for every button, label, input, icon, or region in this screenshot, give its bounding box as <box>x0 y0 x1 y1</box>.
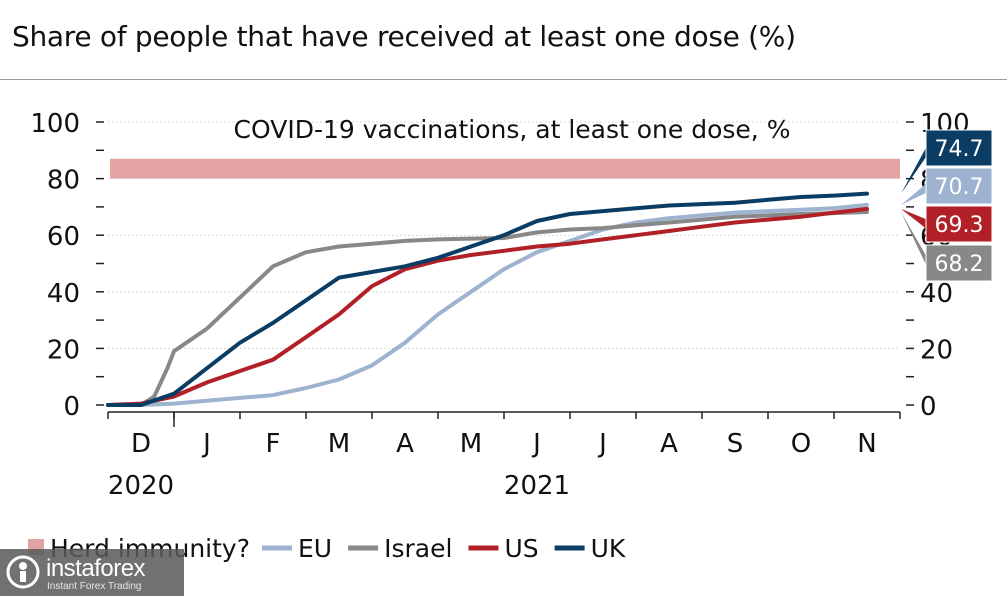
chart-title: COVID-19 vaccinations, at least one dose… <box>234 115 791 144</box>
x-month-label: J <box>597 429 607 459</box>
series-line-eu <box>106 202 869 407</box>
end-label-box-eu <box>925 167 993 205</box>
y-tick-label-right: 20 <box>920 335 953 365</box>
x-month-label: F <box>266 429 281 459</box>
legend-label-eu: EU <box>298 534 332 563</box>
x-month-label: N <box>857 429 876 459</box>
x-month-label: A <box>660 429 678 459</box>
watermark-name: instaforex <box>46 555 146 582</box>
instaforex-logo-icon <box>6 555 40 589</box>
end-label-pointer <box>901 212 928 269</box>
x-month-label: A <box>396 429 414 459</box>
legend-label-us: US <box>504 534 538 563</box>
end-label-box-uk <box>925 129 993 167</box>
end-label-eu: 70.7 <box>935 175 984 200</box>
x-month-label: D <box>131 429 151 459</box>
x-month-label: J <box>531 429 541 459</box>
end-label-pointer <box>901 208 928 230</box>
y-tick-label-left: 60 <box>47 222 80 252</box>
y-tick-label-left: 0 <box>63 392 80 422</box>
series-line-israel <box>106 210 869 407</box>
end-label-uk: 74.7 <box>935 137 984 162</box>
chart-header: Share of people that have received at le… <box>0 0 1007 80</box>
end-label-pointer <box>901 182 928 205</box>
end-label-israel: 68.2 <box>935 252 984 277</box>
x-month-label: J <box>201 429 211 459</box>
x-year-label: 2021 <box>504 471 570 501</box>
watermark: instaforex Instant Forex Trading <box>0 549 184 596</box>
legend-label-uk: UK <box>591 534 626 563</box>
x-month-label: O <box>791 429 811 459</box>
end-label-box-us <box>925 205 993 243</box>
header-title: Share of people that have received at le… <box>12 20 796 53</box>
y-tick-label-left: 40 <box>47 279 80 309</box>
y-tick-label-left: 20 <box>47 335 80 365</box>
y-tick-label-left: 100 <box>30 109 80 139</box>
end-label-us: 69.3 <box>935 213 984 238</box>
series-line-us <box>106 206 869 407</box>
herd-immunity-band <box>110 158 900 179</box>
x-year-label: 2020 <box>108 471 174 501</box>
y-tick-label-left: 80 <box>47 166 80 196</box>
x-month-label: M <box>460 429 482 459</box>
y-tick-label-right: 0 <box>920 392 937 422</box>
y-tick-label-right: 40 <box>920 279 953 309</box>
series-line-uk <box>106 191 869 407</box>
end-label-pointer <box>901 144 928 194</box>
end-label-box-israel <box>925 244 993 282</box>
watermark-subtitle: Instant Forex Trading <box>47 581 142 592</box>
x-month-label: S <box>727 429 744 459</box>
legend-label-israel: Israel <box>384 534 452 563</box>
x-month-label: M <box>328 429 350 459</box>
